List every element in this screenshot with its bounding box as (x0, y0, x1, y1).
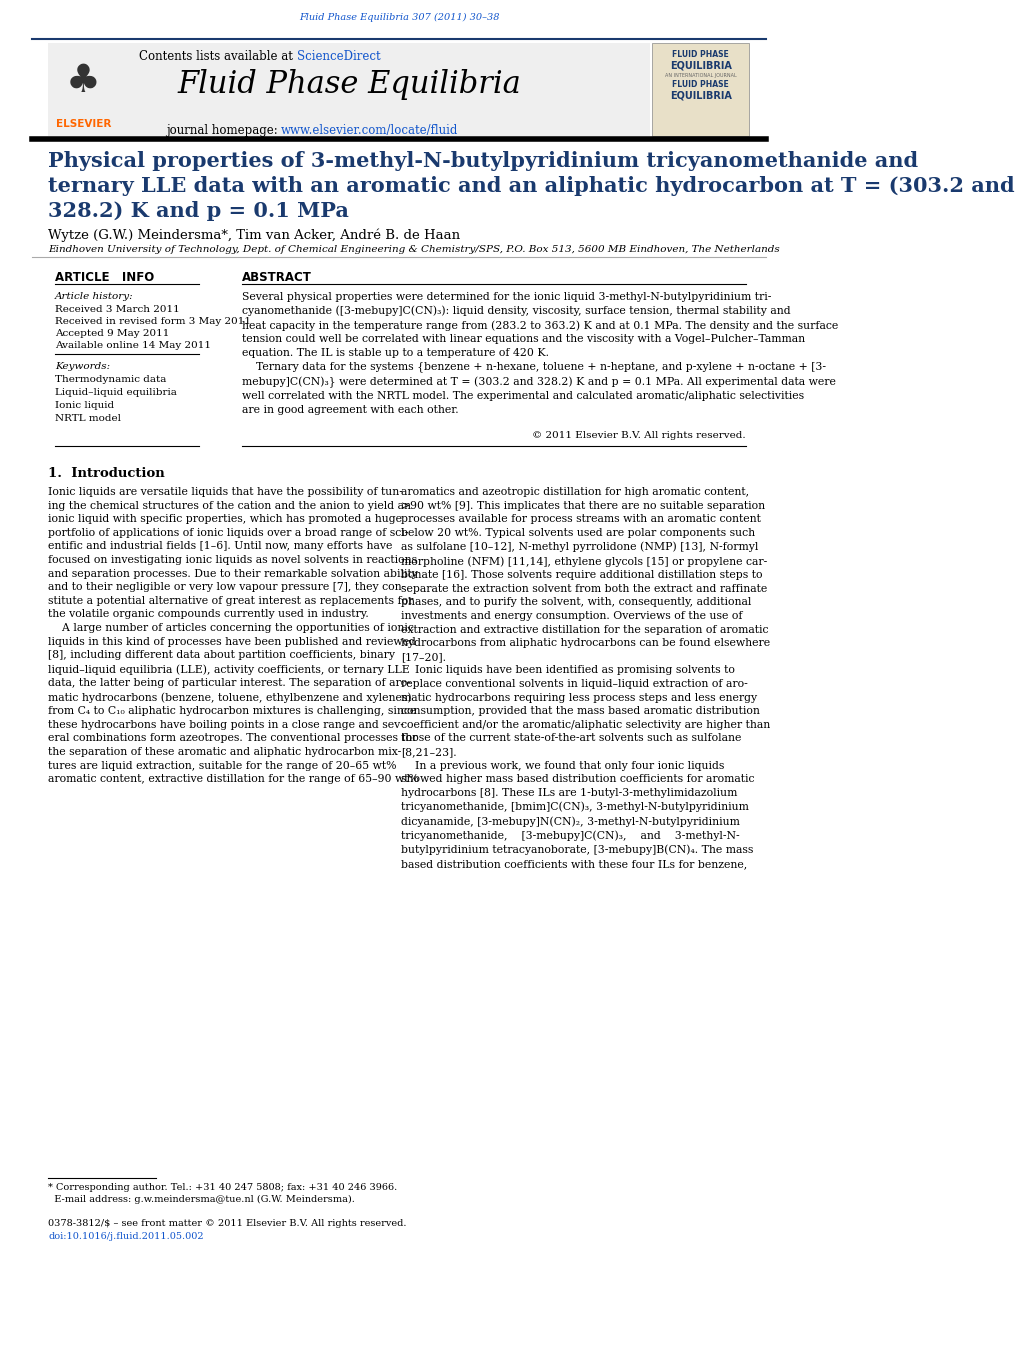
Text: AN INTERNATIONAL JOURNAL: AN INTERNATIONAL JOURNAL (665, 73, 736, 78)
Text: Fluid Phase Equilibria 307 (2011) 30–38: Fluid Phase Equilibria 307 (2011) 30–38 (299, 14, 499, 22)
Text: Contents lists available at: Contents lists available at (139, 50, 297, 63)
Text: ELSEVIER: ELSEVIER (56, 119, 111, 128)
Text: ScienceDirect: ScienceDirect (297, 50, 381, 63)
Text: ♣: ♣ (66, 62, 101, 100)
Text: Wytze (G.W.) Meindersma*, Tim van Acker, André B. de Haan: Wytze (G.W.) Meindersma*, Tim van Acker,… (48, 230, 460, 242)
Text: doi:10.1016/j.fluid.2011.05.002: doi:10.1016/j.fluid.2011.05.002 (48, 1232, 204, 1242)
Text: ARTICLE   INFO: ARTICLE INFO (55, 272, 154, 284)
Text: Received in revised form 3 May 2011: Received in revised form 3 May 2011 (55, 317, 251, 326)
Text: Accepted 9 May 2011: Accepted 9 May 2011 (55, 330, 169, 338)
Text: Article history:: Article history: (55, 292, 134, 301)
Text: Several physical properties were determined for the ionic liquid 3-methyl-N-buty: Several physical properties were determi… (242, 292, 838, 415)
Text: © 2011 Elsevier B.V. All rights reserved.: © 2011 Elsevier B.V. All rights reserved… (532, 431, 746, 440)
Text: Ionic liquids are versatile liquids that have the possibility of tun-
ing the ch: Ionic liquids are versatile liquids that… (48, 486, 420, 784)
Text: FLUID PHASE: FLUID PHASE (673, 80, 729, 89)
Text: aromatics and azeotropic distillation for high aromatic content,
>90 wt% [9]. Th: aromatics and azeotropic distillation fo… (401, 486, 770, 869)
Text: Fluid Phase Equilibria: Fluid Phase Equilibria (178, 69, 521, 100)
Text: * Corresponding author. Tel.: +31 40 247 5808; fax: +31 40 246 3966.
  E-mail ad: * Corresponding author. Tel.: +31 40 247… (48, 1183, 398, 1204)
Text: Physical properties of 3-methyl-N-butylpyridinium tricyanomethanide and
ternary : Physical properties of 3-methyl-N-butylp… (48, 151, 1015, 220)
Text: journal homepage:: journal homepage: (165, 124, 281, 136)
Text: EQUILIBRIA: EQUILIBRIA (670, 59, 732, 70)
Text: NRTL model: NRTL model (55, 413, 120, 423)
Text: FLUID PHASE: FLUID PHASE (673, 50, 729, 59)
Bar (652, 43, 749, 136)
Text: Available online 14 May 2011: Available online 14 May 2011 (55, 340, 210, 350)
Text: Received 3 March 2011: Received 3 March 2011 (55, 305, 180, 313)
Text: 1.  Introduction: 1. Introduction (48, 467, 165, 480)
Text: Ionic liquid: Ionic liquid (55, 401, 113, 409)
Text: www.elsevier.com/locate/fluid: www.elsevier.com/locate/fluid (281, 124, 458, 136)
Text: EQUILIBRIA: EQUILIBRIA (670, 91, 732, 100)
Bar (48, 43, 650, 136)
Bar (48, 43, 118, 136)
Text: 0378-3812/$ – see front matter © 2011 Elsevier B.V. All rights reserved.: 0378-3812/$ – see front matter © 2011 El… (48, 1219, 407, 1228)
Text: Keywords:: Keywords: (55, 362, 110, 372)
Text: Liquid–liquid equilibria: Liquid–liquid equilibria (55, 388, 177, 397)
Text: Eindhoven University of Technology, Dept. of Chemical Engineering & Chemistry/SP: Eindhoven University of Technology, Dept… (48, 245, 780, 254)
Text: Thermodynamic data: Thermodynamic data (55, 376, 166, 384)
Text: ABSTRACT: ABSTRACT (242, 272, 312, 284)
